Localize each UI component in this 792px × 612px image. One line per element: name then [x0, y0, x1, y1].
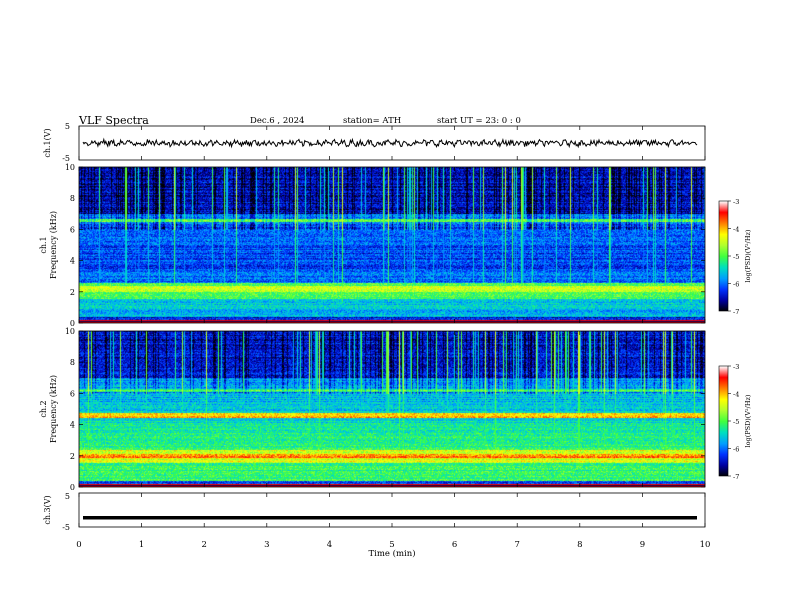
x-tick-label: 1 — [139, 540, 144, 550]
ch2-spectrogram-image — [79, 331, 705, 487]
colorbar-tick-label: -6 — [733, 446, 739, 454]
colorbar-tick-label: -6 — [733, 281, 739, 289]
ch1-spectrogram-image — [79, 167, 705, 323]
x-tick-label: 8 — [577, 540, 582, 550]
y-tick-label: 0 — [70, 319, 75, 328]
ch1-colorbar-label: log(PSD)(V²/Hz) — [744, 229, 752, 282]
date-label: Dec.6 , 2024 — [250, 116, 304, 126]
ch2-frequency-label: Frequency (kHz) — [49, 375, 58, 443]
ch1-waveform-line — [82, 137, 698, 149]
x-tick-label: 9 — [640, 540, 645, 550]
colorbar-tick-label: -3 — [733, 198, 739, 206]
colorbar-tick-label: -4 — [733, 226, 739, 234]
ch1-colorbar: -3 -4 -5 -6 -7 log(PSD)(V²/Hz) — [718, 198, 752, 316]
ch2-colorbar: -3 -4 -5 -6 -7 log(PSD)(V²/Hz) — [718, 363, 752, 481]
x-tick-label: 4 — [327, 540, 332, 550]
ch1-frequency-label: Frequency (kHz) — [49, 211, 58, 279]
x-tick-label: 6 — [452, 540, 457, 550]
ch1-colorbar-image — [719, 201, 728, 311]
ch1-ylabel: ch.1(V) — [43, 128, 52, 157]
y-tick-label: 8 — [70, 194, 75, 203]
ch1-panel: 5 -5 ch.1(V) — [43, 122, 706, 163]
x-tick-label: 7 — [514, 540, 519, 550]
figure-title: VLF Spectra — [78, 114, 149, 127]
y-tick-label: 10 — [65, 163, 75, 172]
y-tick-label: 6 — [70, 389, 75, 398]
ch2-colorbar-label: log(PSD)(V²/Hz) — [744, 394, 752, 447]
ch3-frame — [78, 492, 706, 528]
ch3-ylabel: ch.3(V) — [43, 495, 52, 524]
ch2-colorbar-image — [719, 366, 728, 476]
ch3-ytick-bottom: -5 — [62, 523, 70, 532]
ch2-spectrogram-channel-label: ch.2 — [39, 400, 48, 417]
x-tick-label: 5 — [389, 540, 394, 550]
y-tick-label: 2 — [70, 288, 75, 297]
y-tick-label: 10 — [65, 327, 75, 336]
ch1-spectrogram-panel: 0 2 4 6 8 10 ch.1 Frequency (kHz) — [39, 163, 706, 328]
colorbar-tick-label: -3 — [733, 363, 739, 371]
y-tick-label: 4 — [70, 257, 75, 266]
ch1-spectrogram-channel-label: ch.1 — [39, 236, 48, 253]
x-axis-label: Time (min) — [368, 548, 415, 559]
ch2-spectrogram-panel: 0 2 4 6 8 10 ch.2 Frequency (kHz) — [39, 327, 706, 492]
y-tick-label: 2 — [70, 452, 75, 461]
colorbar-tick-label: -5 — [733, 418, 739, 426]
x-tick-label: 3 — [264, 540, 269, 550]
x-tick-label: 0 — [76, 540, 81, 550]
y-tick-label: 6 — [70, 225, 75, 234]
ch3-panel: 5 -5 ch.3(V) — [43, 492, 706, 532]
colorbar-tick-label: -7 — [733, 473, 739, 481]
colorbar-tick-label: -7 — [733, 308, 739, 316]
colorbar-tick-label: -5 — [733, 253, 739, 261]
x-tick-label: 2 — [201, 540, 206, 550]
y-tick-label: 0 — [70, 483, 75, 492]
start-time-label: start UT = 23: 0 : 0 — [437, 116, 521, 126]
ch1-ytick-top: 5 — [65, 122, 70, 131]
station-label: station= ATH — [343, 116, 401, 126]
colorbar-tick-label: -4 — [733, 391, 739, 399]
x-tick-label: 10 — [700, 540, 711, 550]
y-tick-label: 8 — [70, 358, 75, 367]
y-tick-label: 4 — [70, 421, 75, 430]
ch3-ytick-top: 5 — [65, 492, 70, 501]
ch1-ytick-bottom: -5 — [62, 154, 70, 163]
